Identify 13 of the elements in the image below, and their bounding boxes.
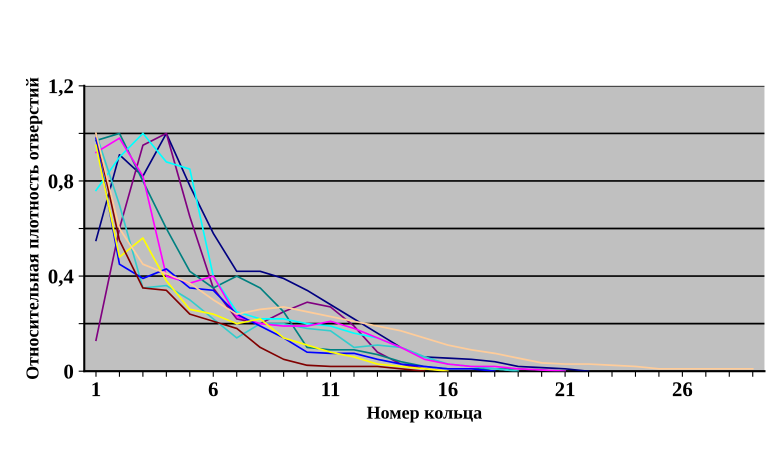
x-axis-title: Номер кольца <box>366 406 482 422</box>
y-tick-label: 1,2 <box>49 79 73 96</box>
x-tick-label: 11 <box>322 382 340 396</box>
x-tick-label: 6 <box>208 382 218 396</box>
y-axis-title: Относительная плотность отверстий <box>26 78 42 380</box>
x-tick-label: 21 <box>556 382 574 396</box>
x-tick-label: 1 <box>92 382 100 396</box>
x-tick-label: 26 <box>672 382 692 396</box>
y-tick-label: 0 <box>64 364 74 379</box>
y-tick-label: 0,4 <box>48 269 74 287</box>
y-tick-label: 0,8 <box>48 174 74 192</box>
line-series <box>95 132 754 370</box>
x-tick-label: 16 <box>439 382 458 396</box>
